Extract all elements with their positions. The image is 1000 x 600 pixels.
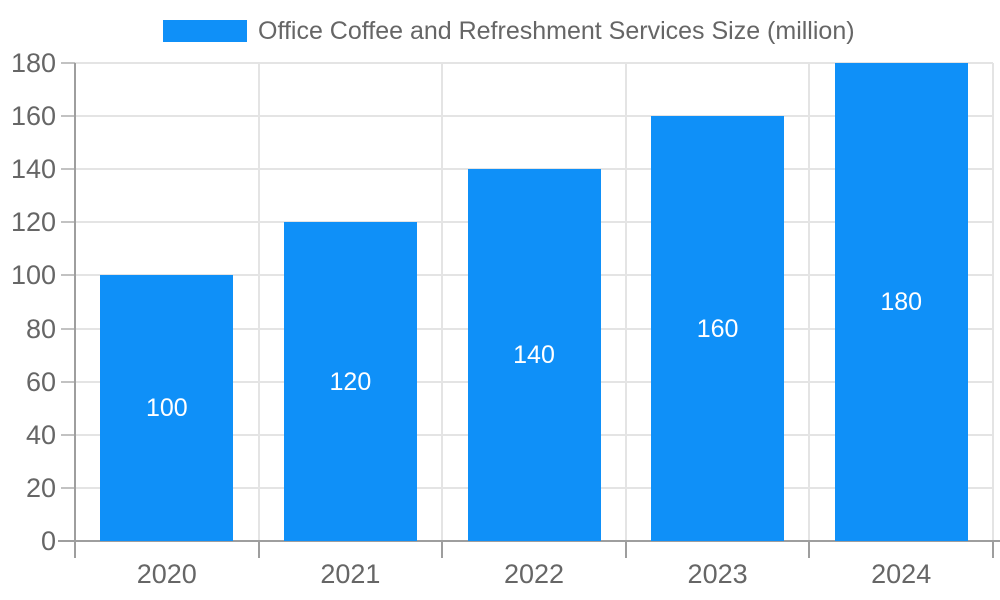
bar-2020[interactable] <box>100 275 234 541</box>
bar-2023[interactable] <box>651 116 785 541</box>
y-axis-label: 180 <box>10 48 56 78</box>
y-axis-label: 80 <box>25 313 56 344</box>
legend[interactable]: Office Coffee and Refreshment Services S… <box>163 15 855 47</box>
x-axis-label: 2024 <box>871 559 932 589</box>
legend-swatch-icon <box>163 20 247 42</box>
vertical-gridline <box>257 63 260 541</box>
x-axis-label: 2022 <box>503 559 565 589</box>
y-axis-tick <box>61 115 75 118</box>
horizontal-gridline <box>75 115 993 118</box>
bar-value-label: 140 <box>513 341 555 370</box>
bar-value-label: 100 <box>145 394 188 423</box>
x-axis-label: 2020 <box>136 559 197 589</box>
x-axis-tick <box>808 542 811 558</box>
bar-value-label: 180 <box>880 288 923 316</box>
y-axis-label: 160 <box>10 101 56 132</box>
bar-value-label: 120 <box>329 367 372 396</box>
y-axis-label: 60 <box>25 366 56 397</box>
y-axis-tick <box>61 62 75 64</box>
y-axis-tick <box>61 433 75 436</box>
x-axis-tick <box>74 542 76 558</box>
y-axis-label: 140 <box>10 154 56 185</box>
y-axis-label: 0 <box>40 526 56 556</box>
x-axis-tick <box>624 542 627 558</box>
vertical-gridline <box>624 63 627 541</box>
y-axis-line <box>74 63 76 557</box>
bar-2024[interactable] <box>834 63 968 541</box>
x-axis-tick <box>992 542 994 558</box>
vertical-gridline <box>441 63 444 541</box>
y-axis-tick <box>61 221 75 224</box>
y-axis-label: 100 <box>10 260 56 291</box>
x-axis-line <box>58 540 1000 542</box>
y-axis-tick <box>61 327 75 330</box>
bar-2021[interactable] <box>283 222 417 541</box>
vertical-gridline <box>992 63 994 541</box>
x-axis-label: 2023 <box>687 559 748 589</box>
y-axis-tick <box>61 486 75 489</box>
y-axis-label: 20 <box>25 472 56 503</box>
bar-2022[interactable] <box>467 169 601 541</box>
y-axis-label: 40 <box>25 419 56 450</box>
x-axis-tick <box>441 542 444 558</box>
y-axis-tick <box>61 274 75 277</box>
y-axis-tick <box>61 168 75 171</box>
legend-label: Office Coffee and Refreshment Services S… <box>258 16 855 45</box>
bar-value-label: 160 <box>696 314 739 343</box>
x-axis-tick <box>257 542 260 558</box>
y-axis-label: 120 <box>10 207 56 238</box>
x-axis-label: 2021 <box>320 559 381 589</box>
vertical-gridline <box>808 63 811 541</box>
y-axis-tick <box>61 380 75 383</box>
horizontal-gridline <box>75 62 993 64</box>
